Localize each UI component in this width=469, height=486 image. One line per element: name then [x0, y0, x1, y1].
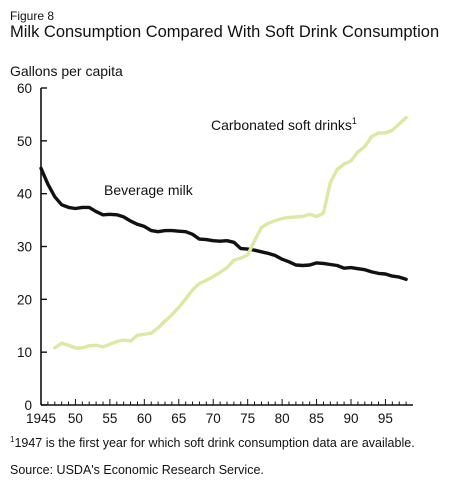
series-labels: Beverage milk Carbonated soft drinks1: [104, 116, 357, 198]
y-tick-label: 60: [17, 81, 32, 96]
x-tick-label: 85: [309, 411, 324, 426]
x-tick-label: 1945: [26, 411, 56, 426]
chart-title: Milk Consumption Compared With Soft Drin…: [10, 23, 440, 41]
y-tick-label: 50: [17, 134, 32, 149]
y-tick-label: 30: [17, 240, 32, 255]
x-tick-label: 60: [137, 411, 152, 426]
figure-label: Figure 8: [10, 9, 55, 23]
x-tick-label: 75: [240, 411, 255, 426]
y-tick-label: 10: [17, 345, 32, 360]
x-axis: 1945 50 55 60 65 70 75 80 85 90 95: [26, 399, 413, 426]
chart-series: [39, 115, 408, 350]
y-tick-label: 20: [17, 292, 32, 307]
footnote-marker: 1: [10, 435, 15, 444]
footnote: 11947 is the first year for which soft d…: [10, 433, 460, 450]
y-tick-label: 40: [17, 187, 32, 202]
footnote-text: 1947 is the first year for which soft dr…: [14, 436, 415, 451]
y-axis: 0 10 20 30 40 50 60: [17, 81, 47, 413]
x-tick-label: 80: [275, 411, 290, 426]
x-tick-label: 55: [102, 411, 117, 426]
x-tick-label: 50: [68, 411, 83, 426]
x-tick-label: 65: [171, 411, 186, 426]
series-label-beverage-milk: Beverage milk: [104, 182, 194, 198]
x-tick-label: 70: [206, 411, 221, 426]
series-label-carbonated-soft-drinks: Carbonated soft drinks1: [211, 116, 357, 133]
series-line-beverage-milk: [39, 166, 408, 281]
x-tick-label: 90: [343, 411, 358, 426]
y-tick-label: 0: [24, 398, 32, 413]
series-line-carbonated-soft-drinks: [53, 115, 408, 350]
series-label-footnote-marker: 1: [352, 116, 357, 126]
y-axis-unit-label: Gallons per capita: [10, 63, 123, 79]
source-note: Source: USDA's Economic Research Service…: [10, 463, 264, 477]
x-tick-label: 95: [378, 411, 393, 426]
